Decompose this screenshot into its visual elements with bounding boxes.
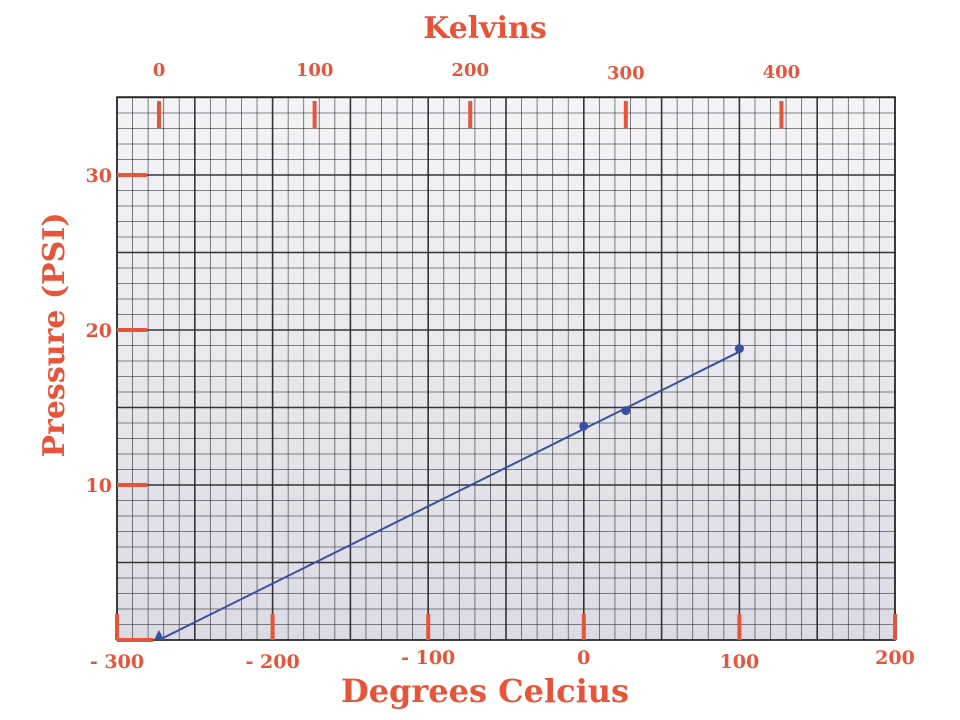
x-axis-title: Degrees Celcius bbox=[341, 672, 629, 710]
top-tick-label: 100 bbox=[296, 60, 334, 81]
data-point bbox=[621, 406, 631, 416]
y-axis-title: Pressure (PSI) bbox=[37, 212, 72, 457]
top-tick-label: 300 bbox=[607, 63, 645, 84]
data-point bbox=[579, 421, 589, 431]
grid bbox=[116, 96, 896, 641]
x-tick-label: - 300 bbox=[90, 651, 144, 673]
x-tick-label: - 200 bbox=[246, 651, 300, 673]
y-tick-label: 20 bbox=[86, 320, 112, 342]
top-axis-title: Kelvins bbox=[423, 11, 546, 46]
top-tick-label: 0 bbox=[153, 60, 166, 81]
x-tick-label: 100 bbox=[720, 651, 760, 673]
data-point bbox=[154, 630, 165, 640]
top-tick-label: 400 bbox=[763, 62, 801, 83]
y-tick-label: 30 bbox=[86, 165, 112, 187]
x-tick-label: 0 bbox=[577, 647, 590, 669]
data-point bbox=[734, 344, 744, 354]
top-tick-label: 200 bbox=[451, 60, 489, 81]
x-tick-label: - 100 bbox=[401, 647, 455, 669]
plot-border bbox=[116, 96, 896, 641]
x-tick-label: 200 bbox=[875, 647, 915, 669]
y-tick-label: 10 bbox=[86, 475, 112, 497]
series-line bbox=[158, 350, 740, 641]
